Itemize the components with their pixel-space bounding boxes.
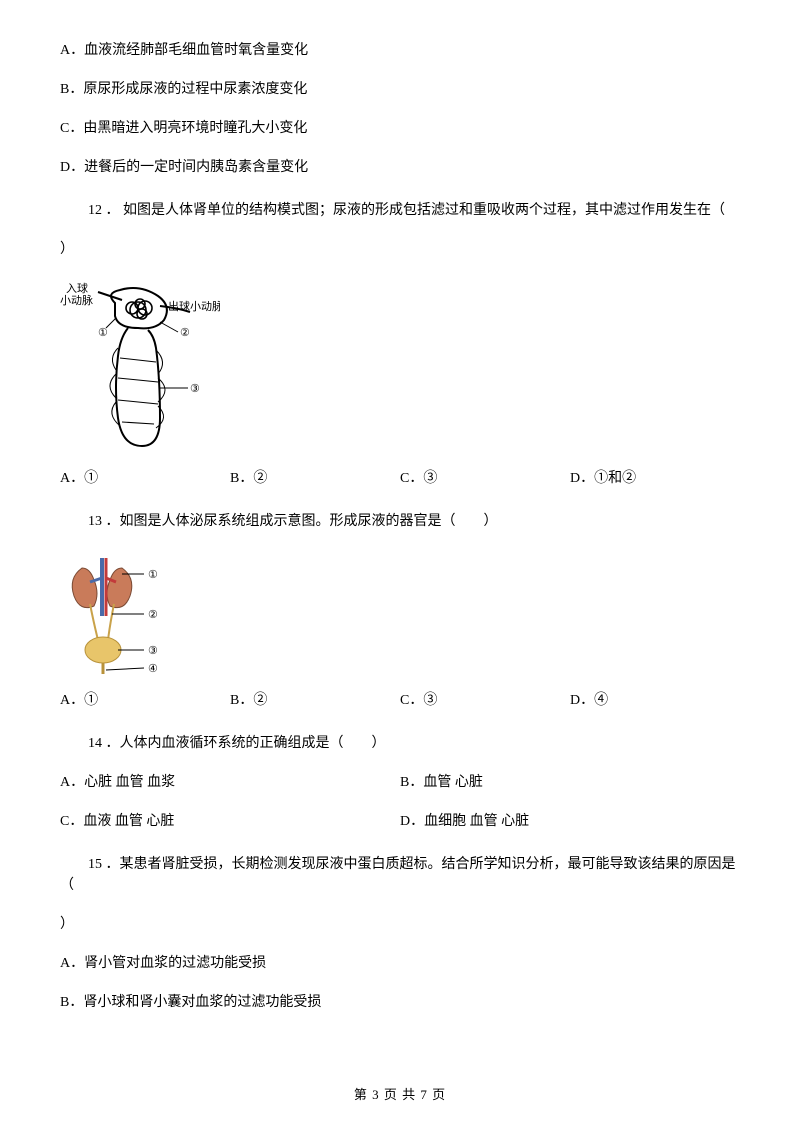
- q14-options-row1: A．心脏 血管 血浆 B．血管 心脏: [60, 772, 740, 793]
- q14-number: 14: [88, 736, 102, 751]
- q13-stem: 13 ．如图是人体泌尿系统组成示意图。形成尿液的器官是（ ）: [60, 511, 740, 532]
- q12-number: 12 ．: [88, 203, 120, 218]
- u-label-1: ①: [148, 569, 158, 581]
- q12-stem: 12 ． 如图是人体肾单位的结构模式图；尿液的形成包括滤过和重吸收两个过程，其中…: [60, 200, 740, 221]
- q14-opt-d: D．血细胞 血管 心脏: [400, 811, 740, 832]
- urinary-diagram: ① ② ③ ④: [60, 550, 170, 680]
- q15-stem: 15 ．某患者肾脏受损，长期检测发现尿液中蛋白质超标。结合所学知识分析，最可能导…: [60, 854, 740, 896]
- q12-opt-a: A．①: [60, 468, 230, 489]
- label-1: ①: [98, 327, 108, 339]
- q14-options-row2: C．血液 血管 心脏 D．血细胞 血管 心脏: [60, 811, 740, 832]
- q12-options: A．① B．② C．③ D．①和②: [60, 468, 740, 489]
- label-in-artery-2: 小动脉: [60, 293, 93, 307]
- q13-number: 13: [88, 514, 102, 529]
- label-out-artery: 出球小动脉: [168, 299, 220, 313]
- q14-opt-a: A．心脏 血管 血浆: [60, 772, 400, 793]
- q15-text: ．某患者肾脏受损，长期检测发现尿液中蛋白质超标。结合所学知识分析，最可能导致该结…: [60, 857, 736, 893]
- q12-opt-b: B．②: [230, 468, 400, 489]
- q12-close: ）: [60, 239, 740, 260]
- option-b: B．原尿形成尿液的过程中尿素浓度变化: [60, 79, 740, 100]
- q15-close: ）: [60, 914, 740, 935]
- q13-options: A．① B．② C．③ D．④: [60, 690, 740, 711]
- label-in-artery-1: 入球: [66, 281, 88, 295]
- option-a: A．血液流经肺部毛细血管时氧含量变化: [60, 40, 740, 61]
- q15-opt-a: A．肾小管对血浆的过滤功能受损: [60, 953, 740, 974]
- q14-stem: 14 ．人体内血液循环系统的正确组成是（ ）: [60, 733, 740, 754]
- nephron-diagram: 入球 小动脉 出球小动脉 ① ② ③: [60, 278, 220, 458]
- q15-number: 15: [88, 857, 102, 872]
- q14-opt-c: C．血液 血管 心脏: [60, 811, 400, 832]
- q12-opt-d: D．①和②: [570, 468, 740, 489]
- u-label-3: ③: [148, 645, 158, 657]
- q13-opt-a: A．①: [60, 690, 230, 711]
- q13-opt-c: C．③: [400, 690, 570, 711]
- q13-opt-b: B．②: [230, 690, 400, 711]
- q12-text: 如图是人体肾单位的结构模式图；尿液的形成包括滤过和重吸收两个过程，其中滤过作用发…: [123, 203, 725, 218]
- q13-text: ．如图是人体泌尿系统组成示意图。形成尿液的器官是（ ）: [106, 514, 498, 529]
- option-d: D．进餐后的一定时间内胰岛素含量变化: [60, 157, 740, 178]
- option-c: C．由黑暗进入明亮环境时瞳孔大小变化: [60, 118, 740, 139]
- u-label-2: ②: [148, 609, 158, 621]
- q13-opt-d: D．④: [570, 690, 740, 711]
- label-2: ②: [180, 327, 190, 339]
- page-footer: 第 3 页 共 7 页: [0, 1085, 800, 1105]
- label-3: ③: [190, 383, 200, 395]
- q14-text: ．人体内血液循环系统的正确组成是（ ）: [106, 736, 386, 751]
- q15-opt-b: B．肾小球和肾小囊对血浆的过滤功能受损: [60, 992, 740, 1013]
- u-label-4: ④: [148, 663, 158, 675]
- q14-opt-b: B．血管 心脏: [400, 772, 740, 793]
- q12-opt-c: C．③: [400, 468, 570, 489]
